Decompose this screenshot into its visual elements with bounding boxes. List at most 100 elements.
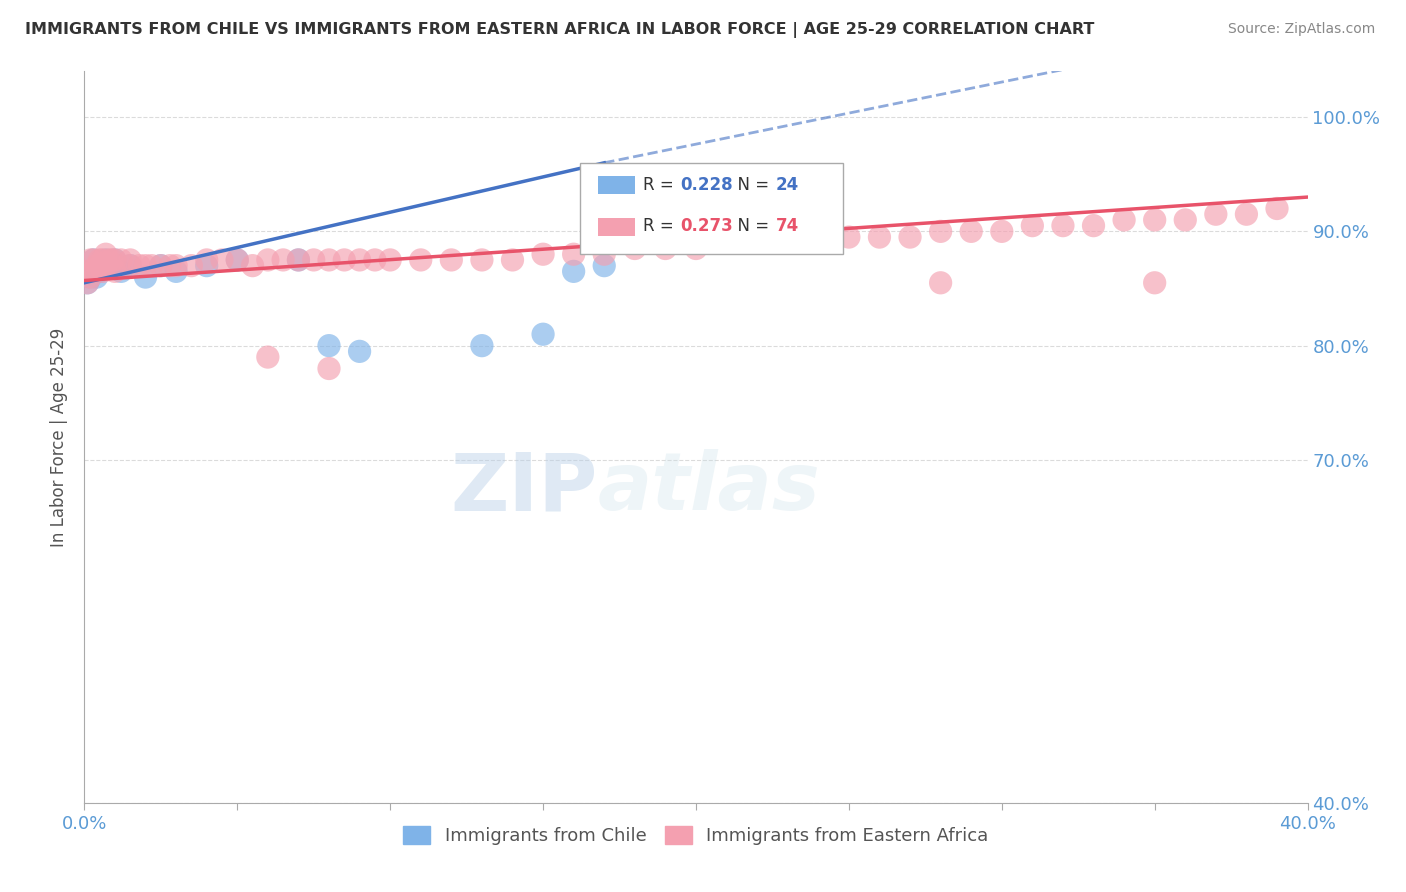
Point: [287, 252, 309, 267]
Point: [195, 259, 218, 273]
Point: [654, 242, 676, 256]
Point: [318, 252, 340, 267]
Point: [257, 350, 280, 364]
Point: [776, 235, 799, 250]
Point: [562, 247, 585, 261]
Point: [226, 252, 249, 267]
Point: [898, 230, 921, 244]
Text: 24: 24: [776, 176, 799, 194]
Point: [79, 270, 101, 285]
Point: [318, 361, 340, 376]
Point: [120, 259, 142, 273]
Point: [593, 259, 616, 273]
Point: [180, 259, 202, 273]
Point: [104, 252, 127, 267]
Point: [1083, 219, 1105, 233]
Point: [333, 252, 356, 267]
Point: [89, 252, 111, 267]
Point: [1143, 213, 1166, 227]
Point: [991, 224, 1014, 238]
Point: [141, 259, 163, 273]
Point: [349, 252, 371, 267]
Point: [89, 264, 111, 278]
Point: [1174, 213, 1197, 227]
Text: Source: ZipAtlas.com: Source: ZipAtlas.com: [1227, 22, 1375, 37]
Point: [211, 252, 233, 267]
Text: ZIP: ZIP: [451, 450, 598, 527]
Point: [440, 252, 463, 267]
Point: [302, 252, 325, 267]
Point: [364, 252, 387, 267]
Point: [91, 264, 114, 278]
Point: [104, 264, 127, 278]
Point: [101, 252, 124, 267]
Point: [685, 242, 707, 256]
Point: [94, 247, 117, 261]
Point: [716, 235, 738, 250]
Text: N =: N =: [727, 176, 773, 194]
Point: [838, 230, 860, 244]
Point: [120, 252, 142, 267]
Point: [79, 270, 101, 285]
Point: [135, 270, 157, 285]
Point: [97, 259, 120, 273]
Point: [1052, 219, 1074, 233]
Point: [83, 252, 105, 267]
Point: [120, 259, 142, 273]
Text: N =: N =: [727, 218, 773, 235]
Bar: [598, 218, 636, 235]
Point: [869, 230, 891, 244]
Point: [380, 252, 402, 267]
Point: [409, 252, 432, 267]
Point: [929, 224, 952, 238]
Point: [76, 276, 98, 290]
Point: [94, 252, 117, 267]
Text: 74: 74: [776, 218, 799, 235]
Point: [79, 252, 101, 267]
Text: IMMIGRANTS FROM CHILE VS IMMIGRANTS FROM EASTERN AFRICA IN LABOR FORCE | AGE 25-: IMMIGRANTS FROM CHILE VS IMMIGRANTS FROM…: [25, 22, 1095, 38]
Point: [89, 259, 111, 273]
Point: [91, 259, 114, 273]
Text: R =: R =: [644, 176, 679, 194]
Point: [97, 252, 120, 267]
Y-axis label: In Labor Force | Age 25-29: In Labor Force | Age 25-29: [51, 327, 69, 547]
Text: R =: R =: [644, 218, 679, 235]
Point: [76, 264, 98, 278]
Point: [1236, 207, 1258, 221]
Point: [1143, 276, 1166, 290]
Point: [807, 230, 830, 244]
Text: 0.273: 0.273: [681, 218, 733, 235]
Point: [1265, 202, 1288, 216]
Point: [83, 264, 105, 278]
Point: [242, 259, 264, 273]
Point: [97, 259, 120, 273]
Point: [1114, 213, 1136, 227]
Point: [1205, 207, 1227, 221]
Point: [562, 264, 585, 278]
Point: [502, 252, 524, 267]
Point: [128, 259, 150, 273]
Point: [960, 224, 983, 238]
Point: [471, 252, 494, 267]
Point: [83, 252, 105, 267]
Point: [1021, 219, 1043, 233]
Point: [165, 264, 187, 278]
Point: [287, 252, 309, 267]
Point: [76, 276, 98, 290]
Point: [159, 259, 181, 273]
Point: [165, 259, 187, 273]
Point: [747, 235, 769, 250]
Point: [531, 247, 554, 261]
Legend: Immigrants from Chile, Immigrants from Eastern Africa: Immigrants from Chile, Immigrants from E…: [396, 819, 995, 852]
Point: [94, 259, 117, 273]
Point: [110, 264, 132, 278]
Point: [195, 252, 218, 267]
Point: [929, 276, 952, 290]
Point: [349, 344, 371, 359]
Bar: [598, 176, 636, 194]
Point: [318, 338, 340, 352]
Point: [271, 252, 294, 267]
Point: [135, 259, 157, 273]
Point: [110, 252, 132, 267]
Point: [624, 242, 647, 256]
